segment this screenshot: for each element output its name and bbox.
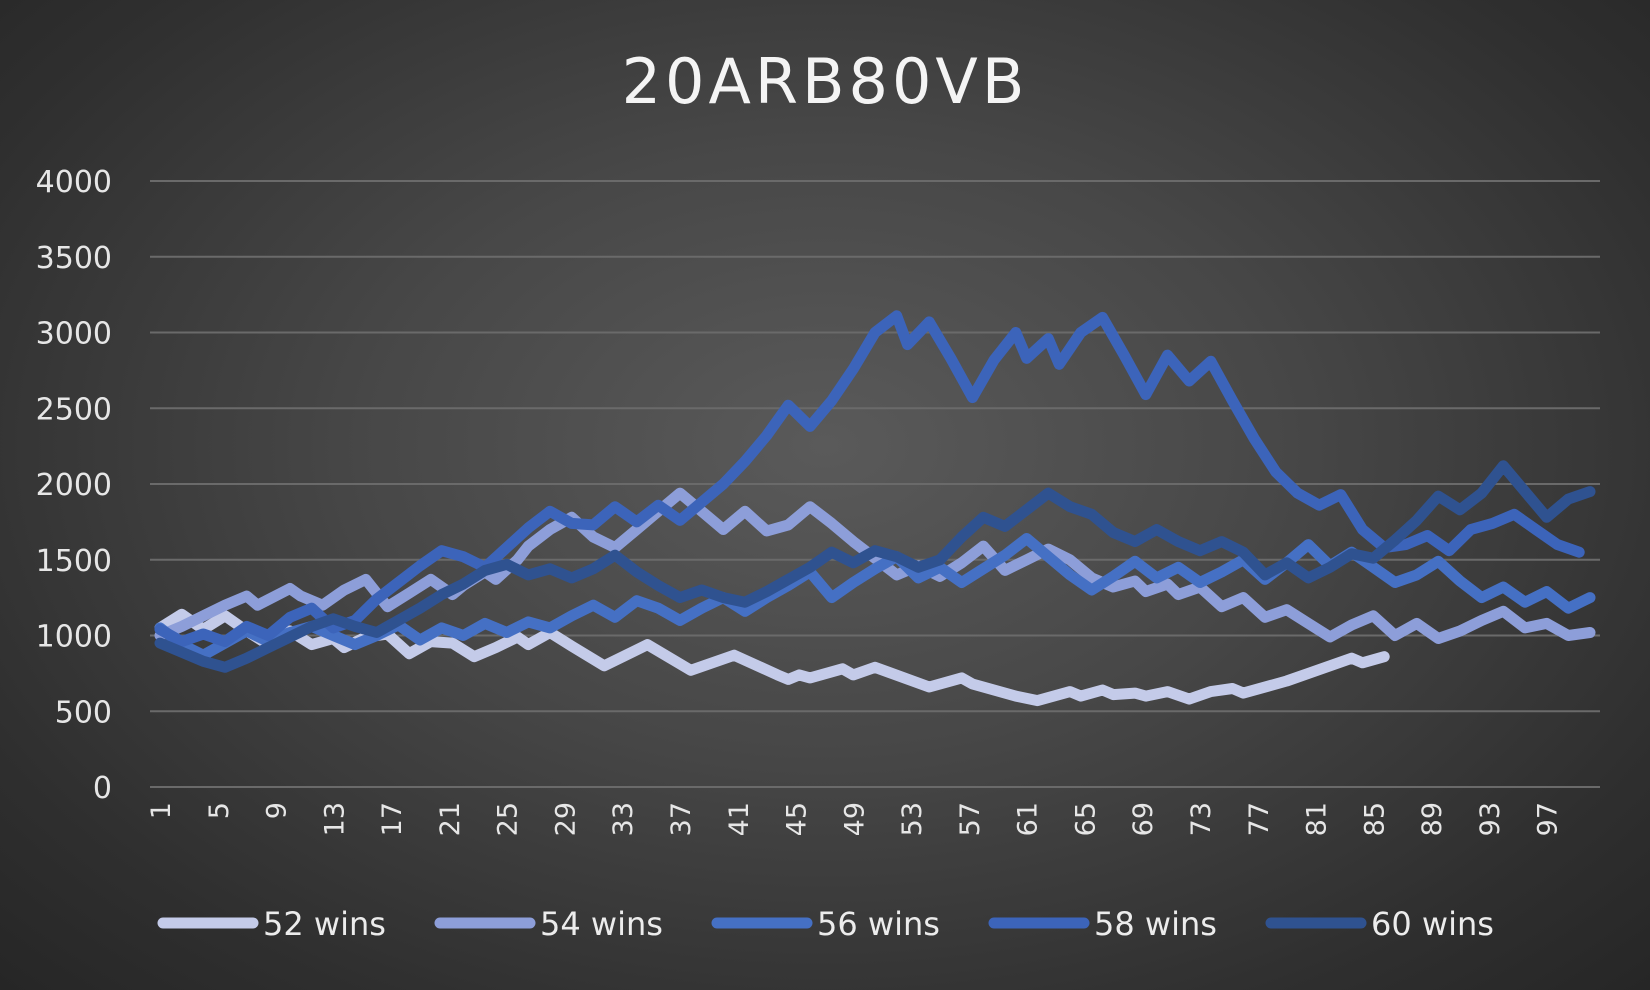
legend-label: 60 wins <box>1371 905 1494 943</box>
x-tick-label: 1 <box>146 802 177 819</box>
x-tick-label: 81 <box>1302 802 1333 836</box>
x-tick-label: 73 <box>1186 802 1217 836</box>
series-line-52-wins <box>154 608 1390 707</box>
x-tick-label: 25 <box>493 802 524 836</box>
x-tick-label: 45 <box>782 802 813 836</box>
legend: 52 wins 54 wins 56 wins 58 wins 60 wins <box>157 905 1494 943</box>
x-tick-label: 77 <box>1244 802 1275 836</box>
series-line-60-wins <box>154 460 1596 673</box>
y-tick-label: 1000 <box>36 620 112 655</box>
x-tick-label: 5 <box>204 802 235 819</box>
x-tick-label: 97 <box>1533 802 1564 836</box>
plot-area <box>154 310 1596 707</box>
y-tick-label: 2500 <box>36 392 112 427</box>
x-tick-label: 41 <box>724 802 755 836</box>
x-tick-label: 21 <box>435 802 466 836</box>
x-tick-label: 69 <box>1128 802 1159 836</box>
x-tick-label: 29 <box>550 802 581 836</box>
x-tick-label: 37 <box>666 802 697 836</box>
y-tick-label: 3000 <box>36 317 112 352</box>
y-tick-label: 0 <box>93 771 112 806</box>
x-tick-label: 53 <box>897 802 928 836</box>
x-tick-label: 49 <box>839 802 870 836</box>
legend-label: 56 wins <box>817 905 940 943</box>
y-tick-label: 500 <box>55 695 112 730</box>
x-axis-ticks: 1 5 9 13 17 21 25 29 33 37 41 45 49 53 57 61 65 69 73 77 81 8… <box>146 802 1564 836</box>
series-line-54-wins <box>154 487 1596 644</box>
x-tick-label: 61 <box>1013 802 1044 836</box>
x-tick-label: 13 <box>319 802 350 836</box>
y-tick-label: 3500 <box>36 241 112 276</box>
x-tick-label: 9 <box>262 802 293 819</box>
y-tick-label: 4000 <box>36 165 112 200</box>
x-tick-label: 57 <box>955 802 986 836</box>
x-tick-label: 85 <box>1359 802 1390 836</box>
legend-label: 54 wins <box>540 905 663 943</box>
series-line-58-wins <box>154 310 1585 648</box>
x-tick-label: 33 <box>608 802 639 836</box>
x-tick-label: 65 <box>1070 802 1101 836</box>
legend-label: 52 wins <box>263 905 386 943</box>
x-tick-label: 89 <box>1417 802 1448 836</box>
x-tick-label: 17 <box>377 802 408 836</box>
gridlines <box>150 180 1600 788</box>
y-axis-ticks: 0 500 1000 1500 2000 2500 3000 3500 4000 <box>36 165 112 806</box>
y-tick-label: 2000 <box>36 468 112 503</box>
x-tick-label: 93 <box>1475 802 1506 836</box>
legend-label: 58 wins <box>1094 905 1217 943</box>
y-tick-label: 1500 <box>36 544 112 579</box>
chart-title: 20ARB80VB <box>622 45 1029 118</box>
